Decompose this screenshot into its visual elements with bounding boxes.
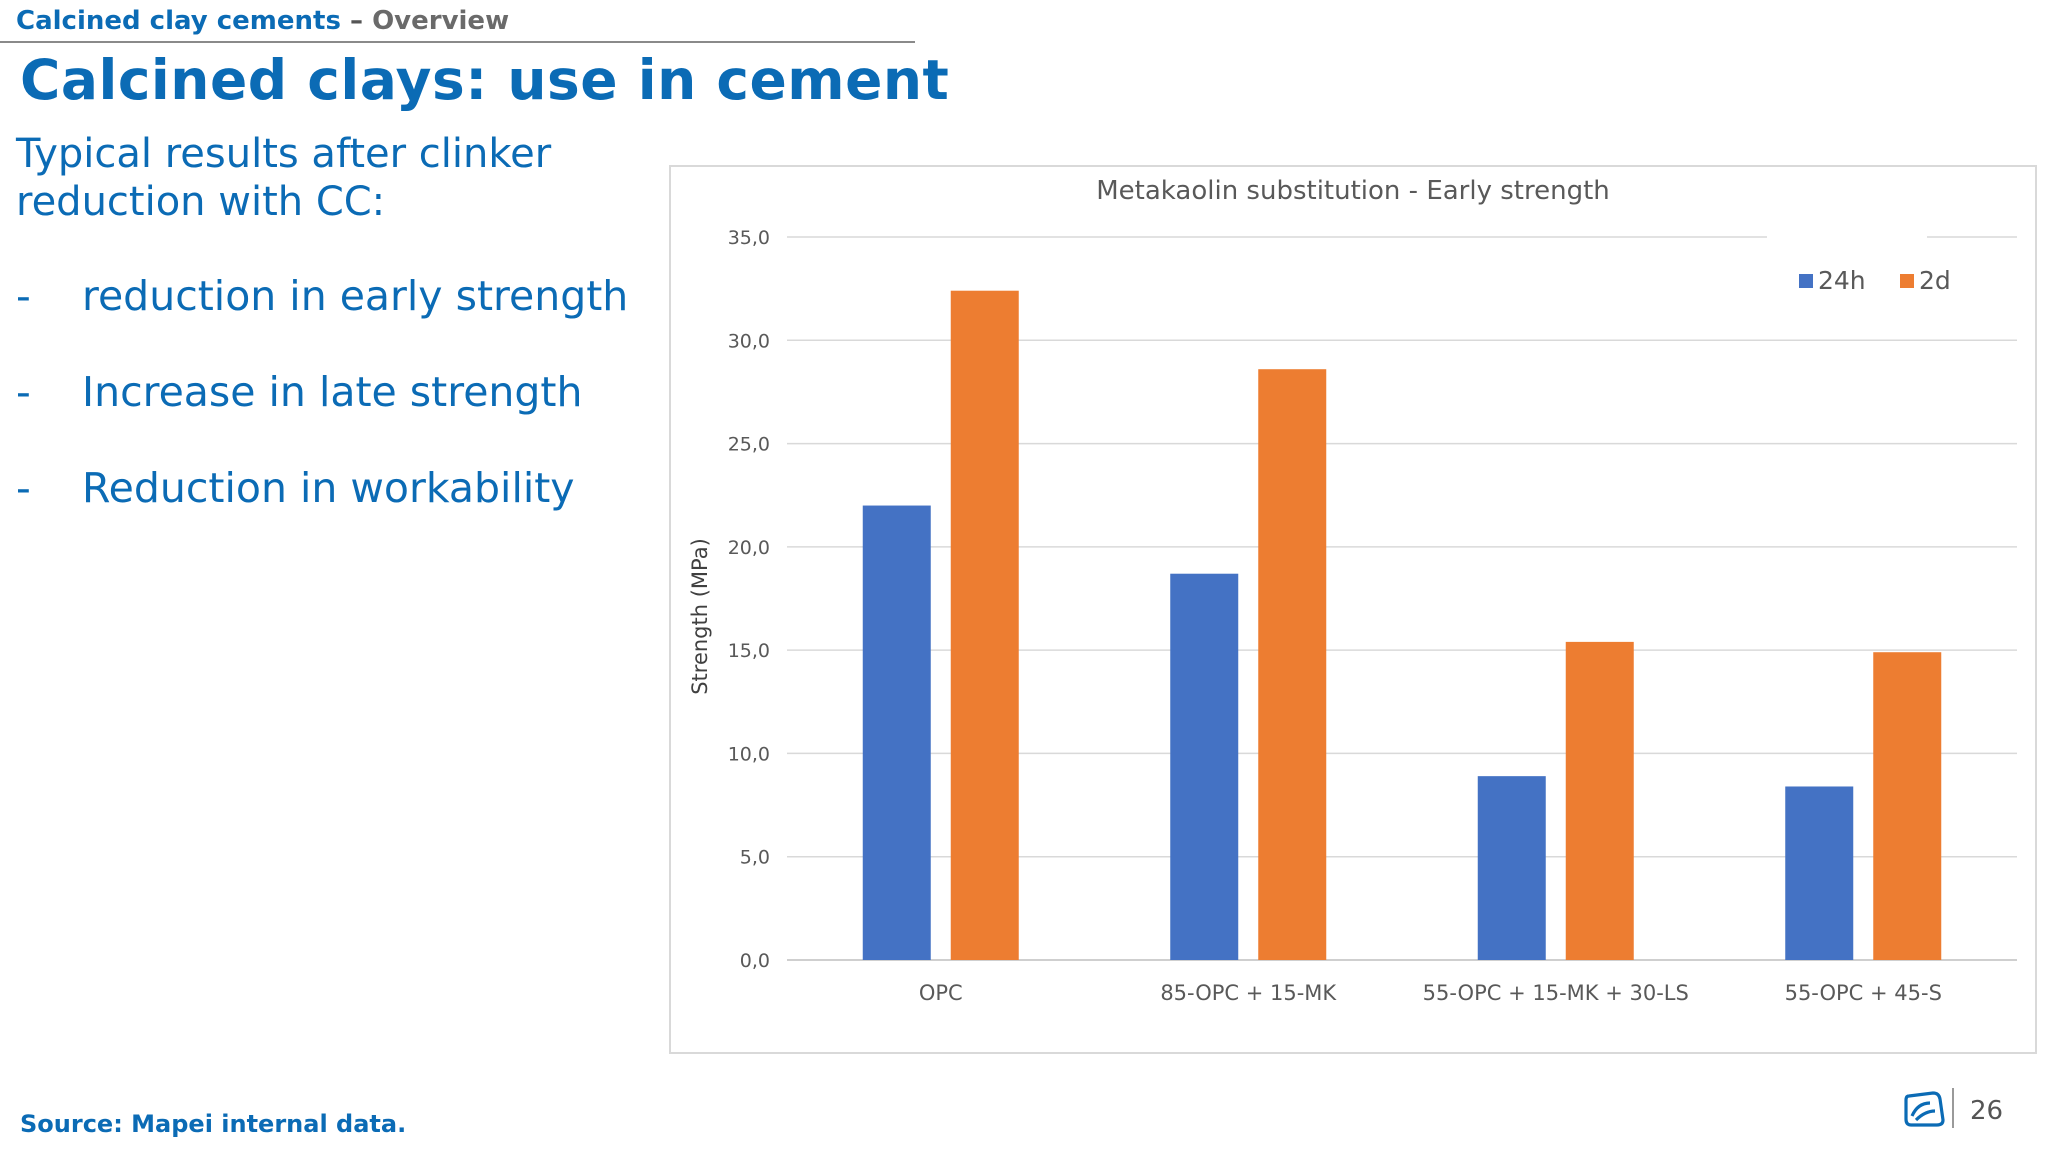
y-tick-label: 15,0 bbox=[728, 640, 770, 662]
bullet-dash: - bbox=[16, 464, 31, 512]
intro-text: Typical results after clinker reduction … bbox=[16, 131, 552, 225]
x-tick-label: 55-OPC + 45-S bbox=[1785, 981, 1942, 1005]
y-tick-label: 30,0 bbox=[728, 330, 770, 352]
source-note: Source: Mapei internal data. bbox=[20, 1110, 407, 1138]
legend-label: 2d bbox=[1919, 266, 1951, 295]
slide-title: Calcined clays: use in cement bbox=[20, 48, 950, 112]
bullet-dash: - bbox=[16, 272, 31, 320]
legend-label: 24h bbox=[1818, 266, 1866, 295]
chart-title: Metakaolin substitution - Early strength bbox=[1096, 176, 1610, 206]
header-separator: – bbox=[350, 6, 363, 36]
bullet-item: - reduction in early strength bbox=[16, 272, 628, 320]
y-tick-label: 35,0 bbox=[728, 227, 770, 249]
bar-24h-1 bbox=[1170, 573, 1239, 960]
bar-24h-2 bbox=[1477, 776, 1546, 960]
bar-2d-1 bbox=[1258, 369, 1327, 961]
x-tick-label: 85-OPC + 15-MK bbox=[1160, 981, 1337, 1005]
bullet-dash: - bbox=[16, 368, 31, 416]
header-section: Calcined clay cements bbox=[16, 6, 341, 36]
bullet-text: reduction in early strength bbox=[82, 272, 629, 320]
bullet-item: - Reduction in workability bbox=[16, 464, 575, 512]
bar-2d-2 bbox=[1565, 641, 1634, 960]
y-axis-label: Strength (MPa) bbox=[688, 538, 712, 695]
x-tick-label: OPC bbox=[919, 981, 963, 1005]
y-tick-label: 25,0 bbox=[728, 434, 770, 456]
page-number: 26 bbox=[1970, 1096, 2004, 1126]
bar-24h-3 bbox=[1785, 786, 1854, 960]
y-tick-label: 10,0 bbox=[728, 743, 770, 765]
legend-swatch bbox=[1799, 274, 1813, 288]
legend-swatch bbox=[1900, 274, 1914, 288]
header-subsection: Overview bbox=[372, 6, 510, 36]
bar-2d-0 bbox=[950, 290, 1019, 960]
header-breadcrumb: Calcined clay cements – Overview bbox=[16, 6, 509, 36]
y-tick-label: 20,0 bbox=[728, 537, 770, 559]
bar-24h-0 bbox=[862, 505, 931, 960]
bullet-item: - Increase in late strength bbox=[16, 368, 583, 416]
bar-2d-3 bbox=[1873, 652, 1942, 960]
bullet-text: Increase in late strength bbox=[82, 368, 583, 416]
bullet-text: Reduction in workability bbox=[82, 464, 575, 512]
header-divider bbox=[0, 41, 915, 43]
mapei-logo-icon bbox=[1904, 1091, 1945, 1127]
x-tick-label: 55-OPC + 15-MK + 30-LS bbox=[1423, 981, 1689, 1005]
y-tick-label: 0,0 bbox=[740, 950, 770, 972]
footer-divider bbox=[1952, 1088, 1954, 1128]
bar-chart: Metakaolin substitution - Early strength… bbox=[688, 176, 2017, 1005]
y-tick-label: 5,0 bbox=[740, 847, 770, 869]
